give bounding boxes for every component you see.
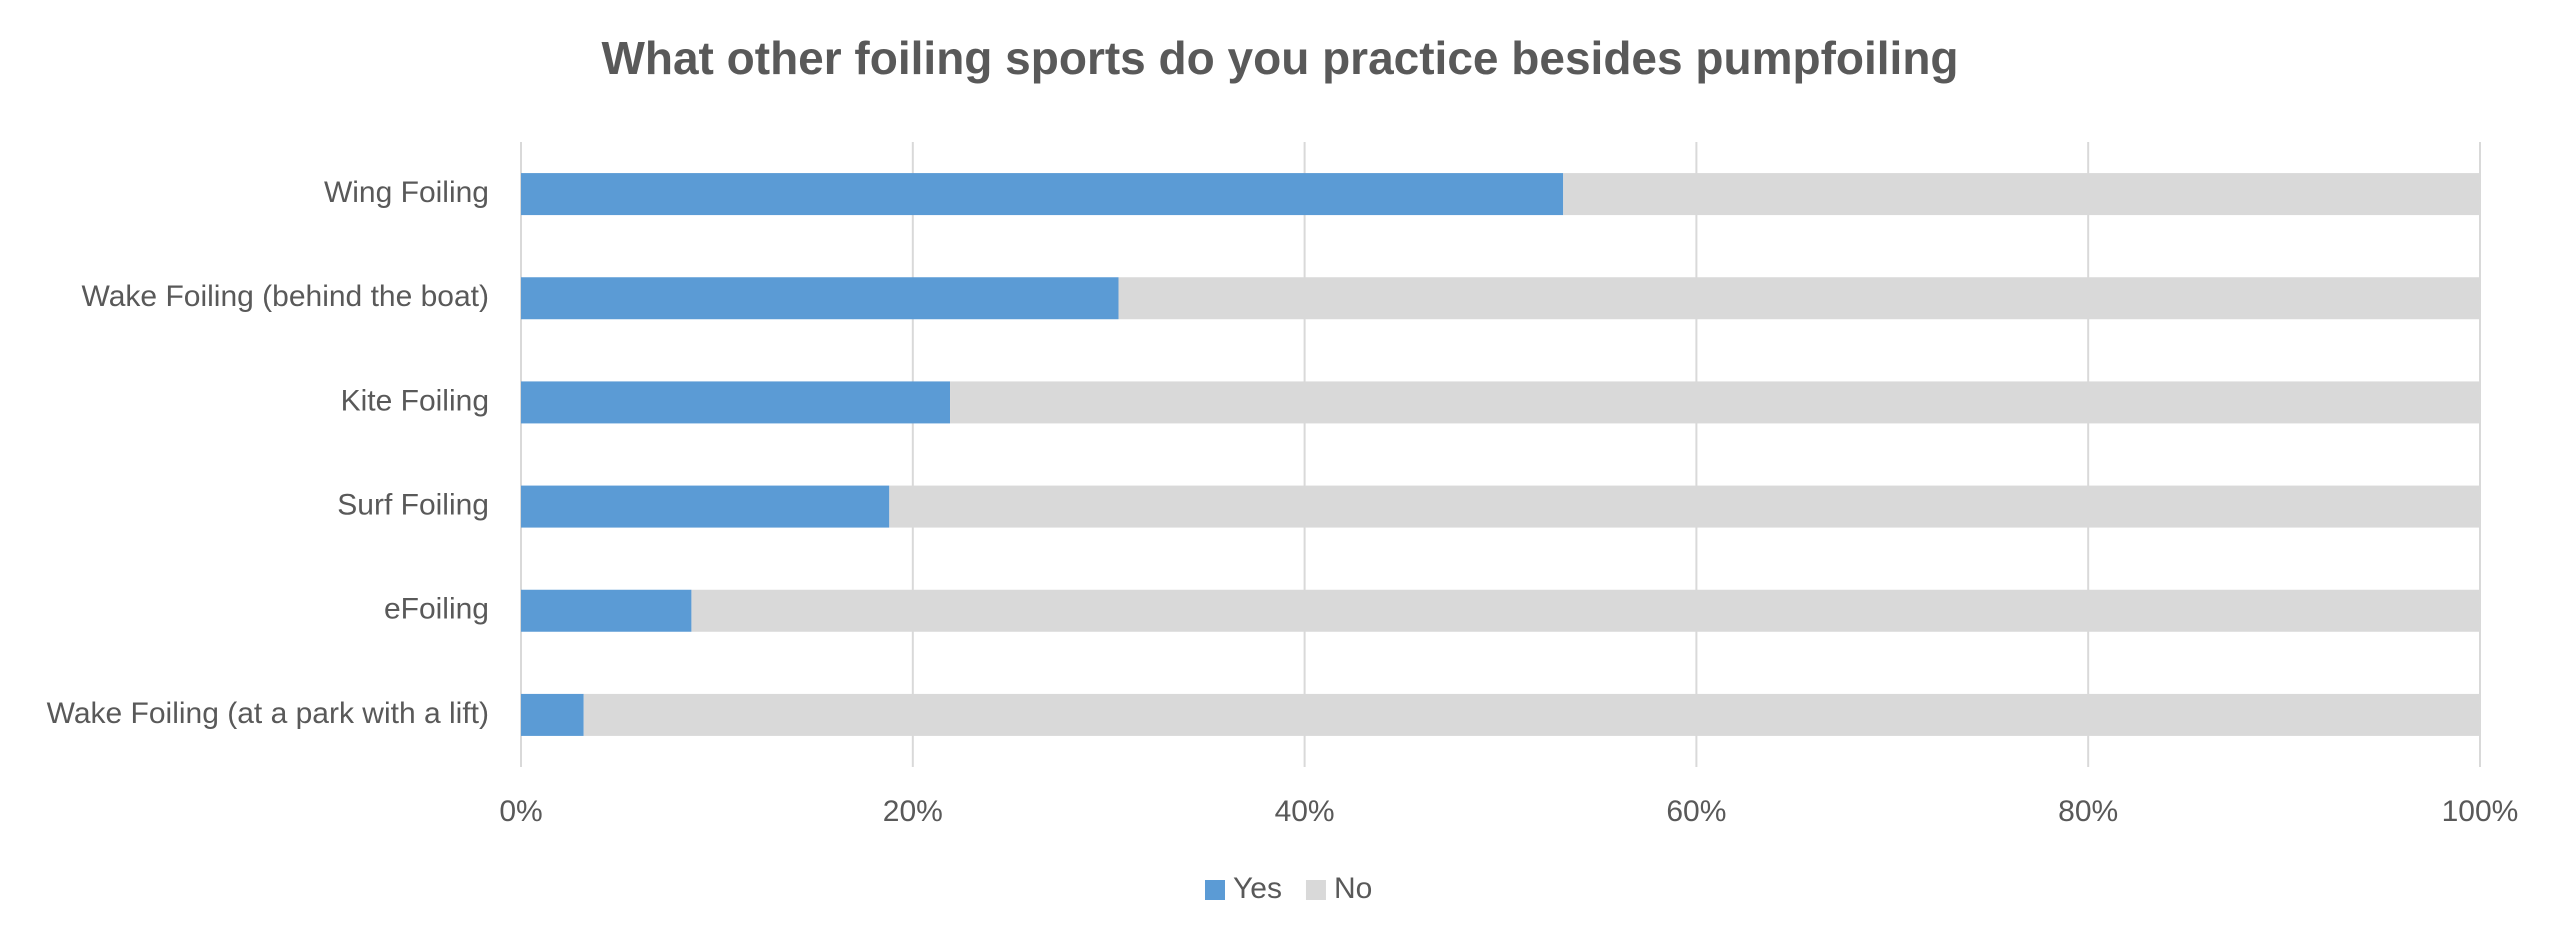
bar-segment xyxy=(583,693,2480,736)
y-tick-label: eFoiling xyxy=(384,593,489,626)
legend-label: No xyxy=(1334,872,1372,905)
y-tick-label: Wake Foiling (behind the boat) xyxy=(82,280,489,313)
bar-segment xyxy=(521,589,692,632)
bar-segment xyxy=(1563,173,2480,216)
x-tick-label: 100% xyxy=(2442,795,2519,828)
bar-segment xyxy=(691,589,2480,632)
legend-swatch xyxy=(1305,880,1326,900)
legend-label: Yes xyxy=(1233,872,1282,905)
x-tick-label: 80% xyxy=(2058,795,2118,828)
bar-segment xyxy=(889,485,2480,528)
y-tick-label: Surf Foiling xyxy=(337,489,489,522)
y-tick-label: Wing Foiling xyxy=(324,176,489,209)
bar-segment xyxy=(521,485,890,528)
chart-title: What other foiling sports do you practic… xyxy=(601,32,1958,84)
y-tick-label: Kite Foiling xyxy=(341,384,489,417)
bar-segment xyxy=(521,277,1119,320)
legend-swatch xyxy=(1205,880,1225,900)
x-tick-label: 40% xyxy=(1275,795,1335,828)
x-tick-label: 0% xyxy=(499,795,542,828)
y-tick-label: Wake Foiling (at a park with a lift) xyxy=(47,697,489,730)
bar-segment xyxy=(521,173,1564,216)
bar-segment xyxy=(521,381,951,424)
bar-segment xyxy=(521,693,584,736)
bar-segment xyxy=(1118,277,2480,320)
x-tick-label: 60% xyxy=(1666,795,1726,828)
x-tick-label: 20% xyxy=(883,795,943,828)
bar-segment xyxy=(950,381,2480,424)
